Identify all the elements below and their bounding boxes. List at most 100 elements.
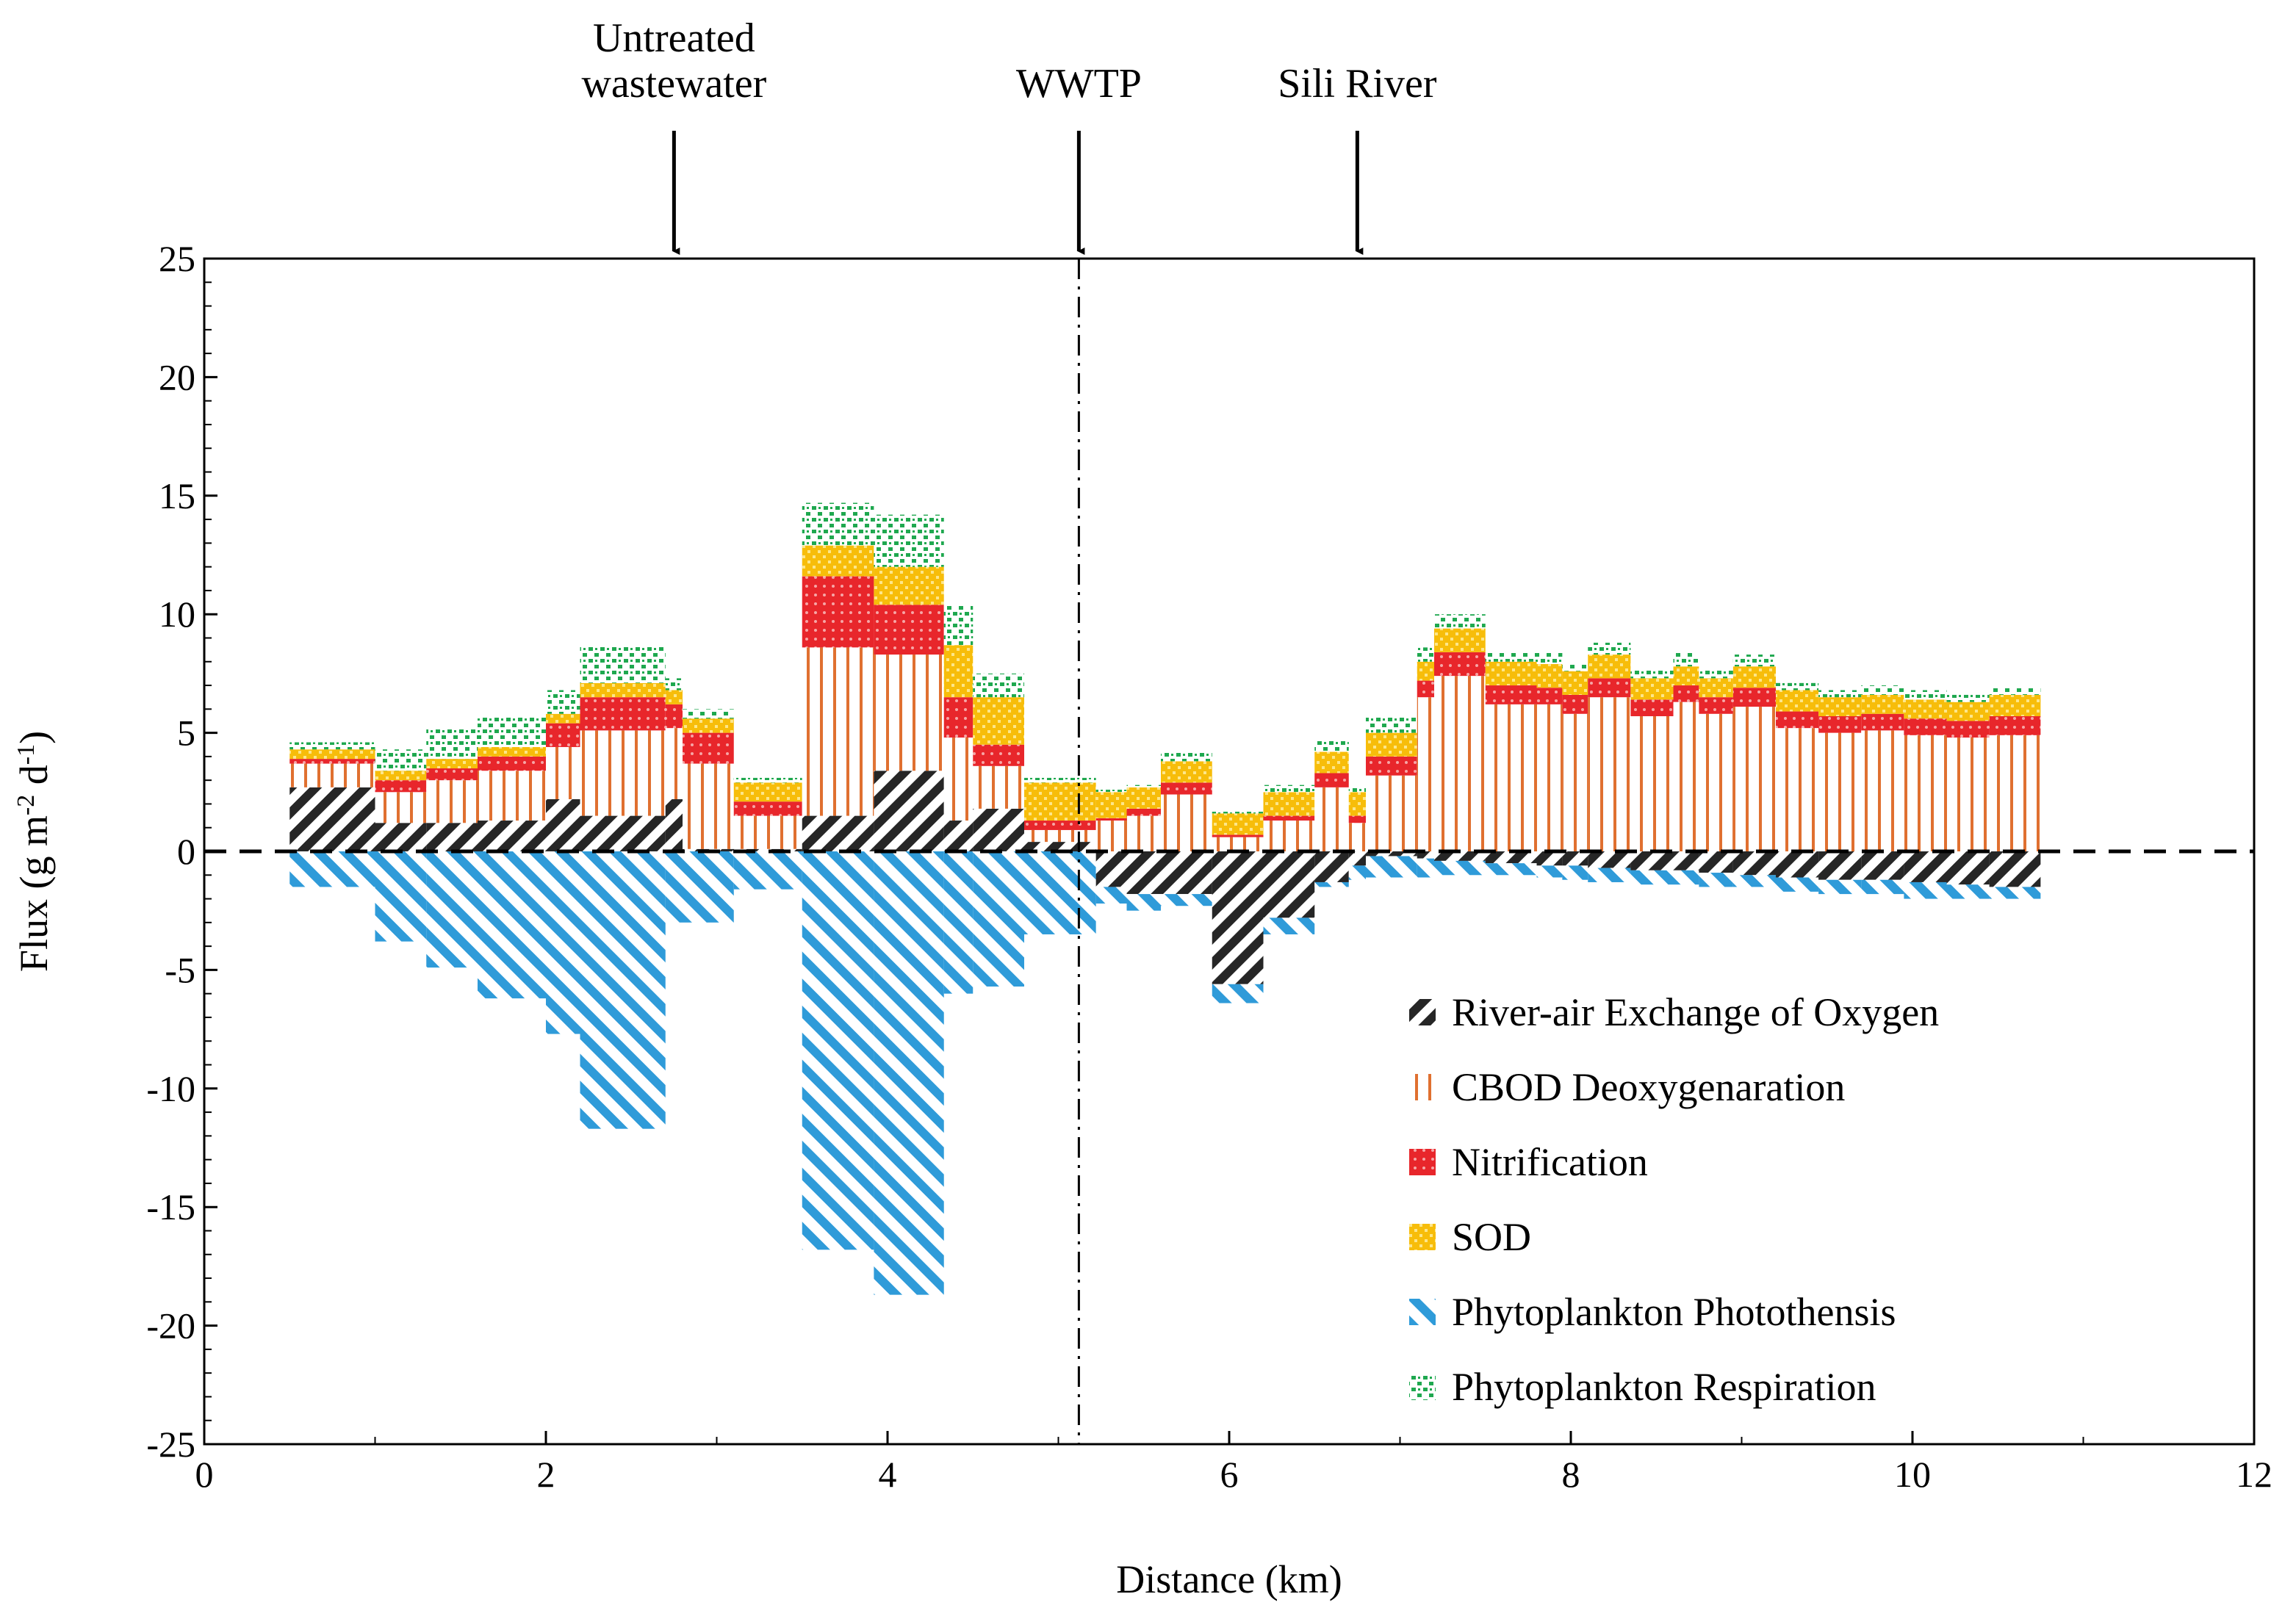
- bar-sod-8: [733, 782, 802, 802]
- bar-photo-18: [1263, 917, 1315, 934]
- bar-nit-36: [1946, 721, 1990, 738]
- bar-photo-8: [733, 851, 802, 890]
- bar-nit-19: [1314, 773, 1349, 787]
- bar-cbod-3: [478, 771, 546, 821]
- bar-cbod-37: [1989, 735, 2041, 851]
- bar-photo-9: [802, 851, 874, 1250]
- y-axis-title-mid: d: [12, 765, 56, 795]
- x-tick-label: 12: [2236, 1454, 2272, 1495]
- bar-resp-21: [1366, 716, 1417, 733]
- bar-photo-0: [289, 851, 375, 887]
- bar-rax-30: [1699, 851, 1733, 873]
- bar-nit-15: [1126, 808, 1161, 816]
- bar-cbod-36: [1946, 738, 1990, 851]
- bar-photo-3: [478, 851, 546, 999]
- bar-sod-25: [1536, 663, 1563, 688]
- bar-cbod-19: [1314, 787, 1349, 851]
- bar-nit-20: [1348, 815, 1366, 823]
- bar-photo-11: [943, 851, 974, 994]
- bar-nit-21: [1366, 756, 1417, 776]
- bar-resp-13: [1024, 777, 1096, 783]
- bar-cbod-9: [802, 647, 874, 816]
- legend: River-air Exchange of Oxygen CBOD Deoxyge…: [1409, 990, 1939, 1409]
- x-tick-label: 4: [879, 1454, 897, 1495]
- bar-photo-24: [1485, 863, 1537, 876]
- bar-photo-17: [1212, 984, 1264, 1003]
- bar-rax-21: [1366, 851, 1417, 857]
- bar-nit-9: [802, 576, 874, 648]
- bar-sod-12: [973, 697, 1024, 745]
- annotation-wwtp-label: WWTP: [1016, 61, 1142, 107]
- bar-nit-10: [874, 605, 944, 655]
- bar-resp-12: [973, 673, 1024, 698]
- bar-sod-13: [1024, 782, 1096, 821]
- bar-rax-25: [1536, 851, 1563, 866]
- bar-sod-23: [1434, 628, 1486, 652]
- bar-nit-26: [1562, 694, 1588, 714]
- bar-sod-19: [1314, 751, 1349, 774]
- bar-resp-32: [1776, 682, 1819, 690]
- bar-photo-27: [1588, 868, 1631, 882]
- bar-nit-4: [546, 723, 580, 747]
- bar-cbod-33: [1818, 732, 1862, 851]
- bar-resp-35: [1904, 690, 1947, 700]
- bar-sod-14: [1095, 792, 1127, 818]
- bar-nit-12: [973, 744, 1024, 766]
- y-tick-label: 5: [177, 713, 195, 754]
- bar-rax-0: [289, 787, 375, 851]
- bar-cbod-24: [1485, 704, 1537, 851]
- bar-sod-27: [1588, 655, 1631, 679]
- bar-nit-33: [1818, 716, 1862, 733]
- bar-resp-33: [1818, 690, 1862, 698]
- bar-cbod-4: [546, 746, 580, 799]
- bar-cbod-23: [1434, 676, 1486, 851]
- bar-resp-36: [1946, 694, 1990, 702]
- bar-cbod-16: [1161, 794, 1212, 851]
- bar-nit-29: [1673, 685, 1699, 702]
- bar-rax-15: [1126, 851, 1161, 895]
- x-tick-label: 6: [1220, 1454, 1239, 1495]
- bar-sod-29: [1673, 666, 1699, 686]
- bar-photo-32: [1776, 877, 1819, 892]
- bar-cbod-20: [1348, 823, 1366, 851]
- bar-rax-24: [1485, 851, 1537, 864]
- bar-resp-4: [546, 690, 580, 714]
- y-tick-label: -5: [165, 949, 195, 990]
- legend-label-sod: SOD: [1452, 1215, 1531, 1259]
- x-tick-label: 8: [1562, 1454, 1580, 1495]
- bar-sod-32: [1776, 690, 1819, 712]
- bar-photo-16: [1161, 894, 1212, 906]
- bar-resp-10: [874, 514, 944, 567]
- bar-resp-15: [1126, 785, 1161, 787]
- bar-resp-8: [733, 777, 802, 783]
- legend-label-photo: Phytoplankton Photothensis: [1452, 1290, 1896, 1334]
- bar-nit-17: [1212, 834, 1264, 837]
- bar-nit-27: [1588, 678, 1631, 698]
- bar-resp-14: [1095, 790, 1127, 793]
- bar-resp-30: [1699, 668, 1733, 679]
- bar-nit-28: [1630, 699, 1674, 717]
- bar-photo-22: [1417, 858, 1434, 878]
- bar-cbod-22: [1417, 697, 1434, 851]
- bar-cbod-17: [1212, 837, 1264, 851]
- bar-nit-1: [375, 780, 427, 793]
- legend-label-nit: Nitrification: [1452, 1140, 1648, 1184]
- bar-resp-19: [1314, 740, 1349, 752]
- x-tick-label: 0: [195, 1454, 214, 1495]
- bar-resp-2: [426, 728, 478, 760]
- bar-rax-33: [1818, 851, 1862, 880]
- bar-resp-17: [1212, 811, 1264, 814]
- bar-resp-34: [1861, 685, 1904, 695]
- bar-rax-5: [580, 815, 666, 851]
- axis-tick-labels: 0 2 4 6 8 10 12 25 20 15 10 5 0 -5 -10 -15 -20 -25: [146, 238, 2272, 1495]
- bar-resp-25: [1536, 652, 1563, 664]
- bar-sod-15: [1126, 787, 1161, 809]
- bar-photo-5: [580, 851, 666, 1129]
- bar-photo-1: [375, 851, 427, 942]
- bar-sod-24: [1485, 661, 1537, 686]
- bar-resp-23: [1434, 614, 1486, 629]
- annotation-sili-label: Sili River: [1278, 61, 1437, 107]
- bar-nit-23: [1434, 652, 1486, 677]
- bars-layer: [289, 502, 2041, 1295]
